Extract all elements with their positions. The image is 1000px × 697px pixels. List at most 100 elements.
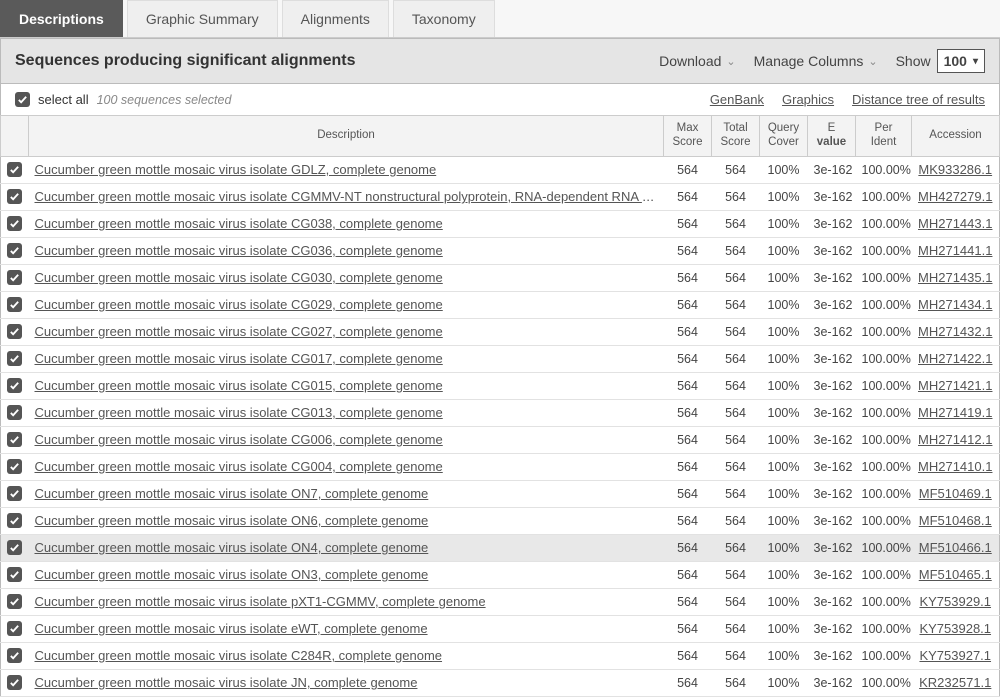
col-accession[interactable]: Accession (912, 116, 1000, 157)
accession-link[interactable]: MH271435.1 (918, 270, 992, 285)
col-query-cover[interactable]: Query Cover (760, 116, 808, 157)
description-link[interactable]: Cucumber green mottle mosaic virus isola… (35, 648, 443, 663)
accession-link[interactable]: MF510466.1 (919, 540, 992, 555)
row-checkbox[interactable] (7, 216, 22, 231)
row-checkbox[interactable] (7, 513, 22, 528)
tab-graphic-summary[interactable]: Graphic Summary (127, 0, 278, 37)
accession-link[interactable]: MH271421.1 (918, 378, 992, 393)
accession-link[interactable]: MH271434.1 (918, 297, 992, 312)
accession-link[interactable]: MH271419.1 (918, 405, 992, 420)
row-checkbox[interactable] (7, 432, 22, 447)
accession-link[interactable]: KY753927.1 (919, 648, 991, 663)
tab-descriptions[interactable]: Descriptions (0, 0, 123, 37)
cell-description: Cucumber green mottle mosaic virus isola… (29, 264, 664, 291)
cell-accession: MH271432.1 (912, 318, 1000, 345)
row-checkbox[interactable] (7, 540, 22, 555)
description-link[interactable]: Cucumber green mottle mosaic virus isola… (35, 540, 429, 555)
description-link[interactable]: Cucumber green mottle mosaic virus isola… (35, 486, 429, 501)
description-link[interactable]: Cucumber green mottle mosaic virus isola… (35, 594, 486, 609)
accession-link[interactable]: KY753928.1 (919, 621, 991, 636)
row-checkbox-cell (1, 426, 29, 453)
row-checkbox[interactable] (7, 243, 22, 258)
show-select[interactable]: 100 ▾ (937, 49, 985, 73)
cell-description: Cucumber green mottle mosaic virus isola… (29, 453, 664, 480)
row-checkbox[interactable] (7, 459, 22, 474)
cell-accession: MH271410.1 (912, 453, 1000, 480)
accession-link[interactable]: MH271432.1 (918, 324, 992, 339)
manage-columns-action[interactable]: Manage Columns ⌄ (754, 53, 878, 69)
col-per-ident[interactable]: Per Ident (856, 116, 912, 157)
description-link[interactable]: Cucumber green mottle mosaic virus isola… (35, 297, 443, 312)
link-graphics[interactable]: Graphics (782, 92, 834, 107)
cell-description: Cucumber green mottle mosaic virus isola… (29, 318, 664, 345)
description-link[interactable]: Cucumber green mottle mosaic virus isola… (35, 459, 443, 474)
row-checkbox[interactable] (7, 378, 22, 393)
panel-header: Sequences producing significant alignmen… (0, 38, 1000, 84)
link-distance-tree-of-results[interactable]: Distance tree of results (852, 92, 985, 107)
cell-description: Cucumber green mottle mosaic virus isola… (29, 291, 664, 318)
description-link[interactable]: Cucumber green mottle mosaic virus isola… (35, 675, 418, 690)
description-link[interactable]: Cucumber green mottle mosaic virus isola… (35, 162, 437, 177)
description-link[interactable]: Cucumber green mottle mosaic virus isola… (35, 621, 428, 636)
row-checkbox[interactable] (7, 297, 22, 312)
accession-link[interactable]: MH271410.1 (918, 459, 992, 474)
description-link[interactable]: Cucumber green mottle mosaic virus isola… (35, 351, 443, 366)
select-all-checkbox[interactable] (15, 92, 30, 107)
description-link[interactable]: Cucumber green mottle mosaic virus isola… (35, 324, 443, 339)
row-checkbox[interactable] (7, 405, 22, 420)
col-max-score[interactable]: Max Score (664, 116, 712, 157)
col-total-score[interactable]: Total Score (712, 116, 760, 157)
description-link[interactable]: Cucumber green mottle mosaic virus isola… (35, 243, 443, 258)
description-link[interactable]: Cucumber green mottle mosaic virus isola… (35, 216, 443, 231)
download-action[interactable]: Download ⌄ (659, 53, 735, 69)
accession-link[interactable]: MF510468.1 (919, 513, 992, 528)
row-checkbox[interactable] (7, 675, 22, 690)
row-checkbox[interactable] (7, 162, 22, 177)
row-checkbox[interactable] (7, 324, 22, 339)
link-genbank[interactable]: GenBank (710, 92, 764, 107)
cell-query-cover: 100% (760, 453, 808, 480)
description-link[interactable]: Cucumber green mottle mosaic virus isola… (35, 513, 429, 528)
show-value: 100 (944, 53, 967, 69)
manage-columns-label: Manage Columns (754, 53, 864, 69)
row-checkbox[interactable] (7, 567, 22, 582)
accession-link[interactable]: MH271422.1 (918, 351, 992, 366)
row-checkbox[interactable] (7, 486, 22, 501)
row-checkbox[interactable] (7, 270, 22, 285)
description-link[interactable]: Cucumber green mottle mosaic virus isola… (35, 378, 443, 393)
cell-accession: MH271419.1 (912, 399, 1000, 426)
row-checkbox-cell (1, 156, 29, 183)
panel-actions: Download ⌄ Manage Columns ⌄ Show 100 ▾ (659, 49, 985, 73)
row-checkbox[interactable] (7, 648, 22, 663)
row-checkbox[interactable] (7, 621, 22, 636)
description-link[interactable]: Cucumber green mottle mosaic virus isola… (35, 270, 443, 285)
accession-link[interactable]: KY753929.1 (919, 594, 991, 609)
col-description[interactable]: Description (29, 116, 664, 157)
accession-link[interactable]: MF510469.1 (919, 486, 992, 501)
accession-link[interactable]: KR232571.1 (919, 675, 991, 690)
col-e-value[interactable]: Evalue (808, 116, 856, 157)
table-row: Cucumber green mottle mosaic virus isola… (1, 237, 1000, 264)
select-all-label[interactable]: select all (38, 92, 89, 107)
tab-alignments[interactable]: Alignments (282, 0, 389, 37)
description-link[interactable]: Cucumber green mottle mosaic virus isola… (35, 405, 443, 420)
cell-accession: KY753928.1 (912, 615, 1000, 642)
row-checkbox[interactable] (7, 189, 22, 204)
row-checkbox[interactable] (7, 351, 22, 366)
tab-taxonomy[interactable]: Taxonomy (393, 0, 495, 37)
accession-link[interactable]: MH271441.1 (918, 243, 992, 258)
cell-description: Cucumber green mottle mosaic virus isola… (29, 237, 664, 264)
accession-link[interactable]: MF510465.1 (919, 567, 992, 582)
cell-total-score: 564 (712, 507, 760, 534)
description-link[interactable]: Cucumber green mottle mosaic virus isola… (35, 567, 429, 582)
chevron-down-icon: ⌄ (868, 55, 877, 68)
description-link[interactable]: Cucumber green mottle mosaic virus isola… (35, 189, 664, 204)
accession-link[interactable]: MH271443.1 (918, 216, 992, 231)
accession-link[interactable]: MK933286.1 (918, 162, 992, 177)
accession-link[interactable]: MH271412.1 (918, 432, 992, 447)
description-link[interactable]: Cucumber green mottle mosaic virus isola… (35, 432, 443, 447)
cell-max-score: 564 (664, 210, 712, 237)
row-checkbox-cell (1, 669, 29, 696)
row-checkbox[interactable] (7, 594, 22, 609)
accession-link[interactable]: MH427279.1 (918, 189, 992, 204)
